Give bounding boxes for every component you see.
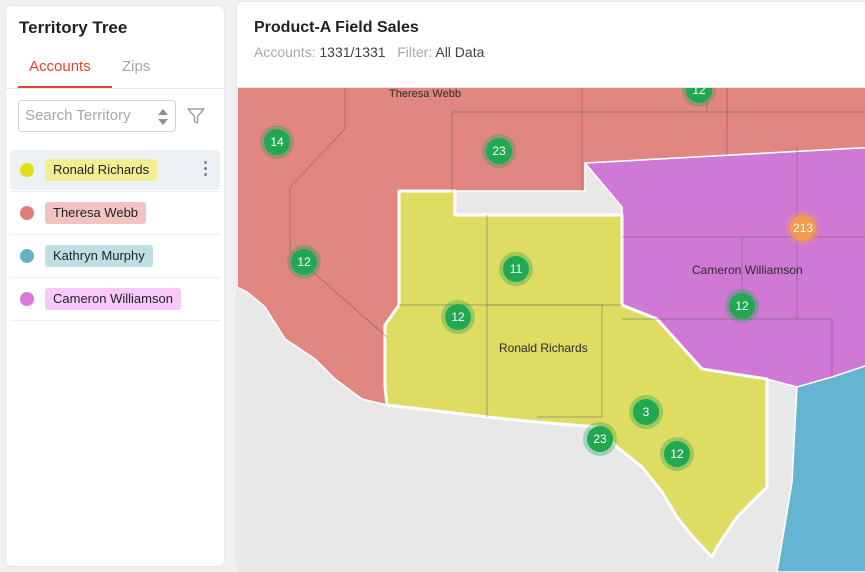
territory-map[interactable]: Theresa Webb Cameron Williamson Ronald R…	[237, 87, 865, 572]
label-theresa-webb: Theresa Webb	[389, 88, 461, 100]
state-borders	[289, 87, 865, 418]
tab-zips[interactable]: Zips	[122, 58, 151, 75]
territory-color-dot	[20, 292, 34, 306]
cluster-marker[interactable]: 213	[786, 211, 820, 245]
sidebar-title: Territory Tree	[19, 18, 128, 37]
cluster-marker[interactable]: 12	[287, 245, 321, 279]
cluster-dot	[291, 249, 317, 275]
cluster-marker[interactable]: 12	[682, 87, 716, 107]
filter-label: Filter:	[397, 44, 433, 60]
cluster-count: 23	[492, 144, 506, 158]
cluster-count: 12	[451, 310, 465, 324]
cluster-dot	[486, 138, 512, 164]
cluster-count: 12	[692, 87, 706, 97]
territory-color-dot	[20, 163, 34, 177]
cluster-marker[interactable]: 23	[583, 422, 617, 456]
cluster-dot	[587, 426, 613, 452]
territory-sidebar: Territory Tree Accounts Zips Ronald Rich…	[6, 6, 224, 566]
territory-name: Cameron Williamson	[45, 288, 181, 310]
active-tab-indicator	[18, 86, 112, 88]
filter-value: All Data	[435, 44, 485, 60]
sort-arrows-icon[interactable]	[157, 107, 169, 127]
cluster-dot	[633, 399, 659, 425]
row-divider	[10, 191, 220, 192]
tab-accounts[interactable]: Accounts	[29, 58, 91, 75]
cluster-count: 12	[670, 447, 684, 461]
cluster-dot	[790, 215, 816, 241]
tab-divider	[6, 88, 224, 89]
territory-name: Ronald Richards	[45, 159, 158, 181]
territory-color-dot	[20, 206, 34, 220]
more-options-icon[interactable]	[204, 161, 208, 179]
territory-row[interactable]: Ronald Richards	[10, 150, 220, 190]
row-divider	[10, 234, 220, 235]
filter-icon[interactable]	[186, 106, 206, 126]
cluster-marker[interactable]: 14	[260, 125, 294, 159]
page-title: Product-A Field Sales	[254, 19, 419, 36]
row-divider	[10, 320, 220, 321]
cluster-markers: 12 14 23 12 11 12 213 12 3 23 12	[260, 87, 820, 471]
territory-name: Theresa Webb	[45, 202, 147, 224]
cluster-count: 12	[297, 255, 311, 269]
accounts-filter-summary: Accounts: 1331/1331 Filter: All Data	[254, 44, 484, 60]
cluster-dot	[686, 87, 712, 103]
map-header: Product-A Field Sales Accounts: 1331/133…	[237, 2, 865, 88]
territory-row[interactable]: Theresa Webb	[10, 193, 220, 233]
cluster-dot	[264, 129, 290, 155]
row-divider	[10, 277, 220, 278]
cluster-marker[interactable]: 12	[441, 300, 475, 334]
cluster-count: 213	[793, 221, 813, 235]
accounts-value: 1331/1331	[319, 44, 386, 60]
cluster-count: 3	[643, 405, 650, 419]
cluster-marker[interactable]: 23	[482, 134, 516, 168]
territory-color-dot	[20, 249, 34, 263]
accounts-label: Accounts:	[254, 44, 316, 60]
cluster-marker[interactable]: 12	[660, 437, 694, 471]
cluster-count: 12	[735, 299, 749, 313]
cluster-dot	[664, 441, 690, 467]
cluster-count: 11	[510, 262, 523, 276]
territory-row[interactable]: Kathryn Murphy	[10, 236, 220, 276]
cluster-dot	[503, 256, 529, 282]
cluster-dot	[729, 293, 755, 319]
cluster-marker[interactable]: 11	[499, 252, 533, 286]
label-cameron-williamson: Cameron Williamson	[692, 263, 803, 277]
cluster-dot	[445, 304, 471, 330]
territory-row[interactable]: Cameron Williamson	[10, 279, 220, 319]
search-territory-box[interactable]	[18, 100, 176, 132]
territory-name: Kathryn Murphy	[45, 245, 153, 267]
search-territory-input[interactable]	[25, 107, 145, 124]
cluster-count: 23	[593, 432, 607, 446]
cluster-marker[interactable]: 3	[629, 395, 663, 429]
cluster-marker[interactable]: 12	[725, 289, 759, 323]
cluster-count: 14	[270, 135, 284, 149]
label-ronald-richards: Ronald Richards	[499, 341, 588, 355]
map-panel: Product-A Field Sales Accounts: 1331/133…	[237, 2, 865, 572]
